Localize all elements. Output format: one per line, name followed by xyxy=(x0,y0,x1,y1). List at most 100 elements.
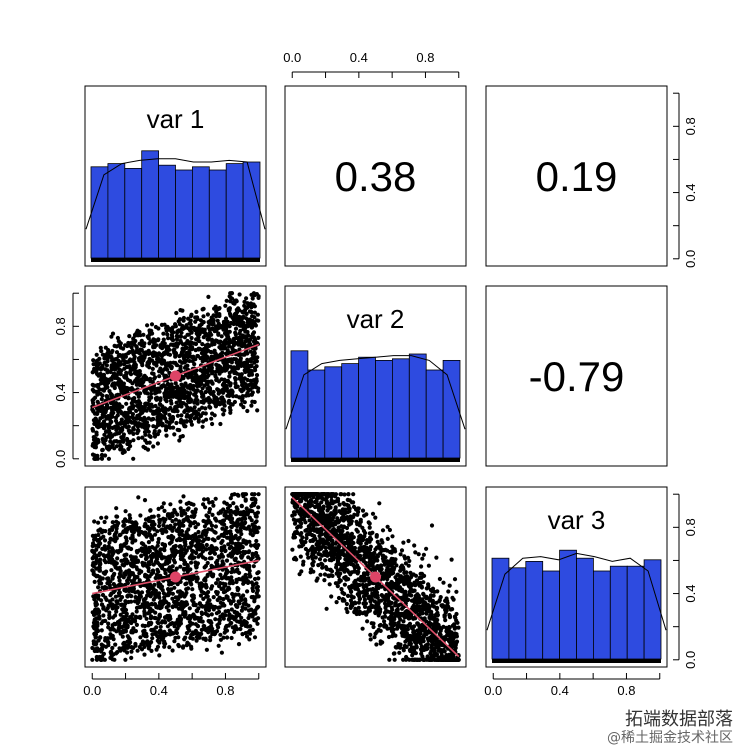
scatter-point xyxy=(165,367,170,372)
scatter-point xyxy=(226,608,231,614)
scatter-point xyxy=(224,594,229,599)
scatter-point xyxy=(94,602,99,607)
scatter-point xyxy=(243,579,248,585)
scatter-point xyxy=(98,422,104,427)
scatter-point xyxy=(142,341,147,346)
scatter-point xyxy=(181,348,186,354)
scatter-point xyxy=(246,333,251,338)
scatter-point xyxy=(127,586,132,591)
scatter-point xyxy=(237,550,242,555)
scatter-point xyxy=(175,550,180,555)
scatter-point xyxy=(132,371,137,376)
scatter-point xyxy=(199,631,204,637)
scatter-point xyxy=(176,623,182,628)
scatter-point xyxy=(194,309,199,314)
scatter-point xyxy=(214,328,219,333)
scatter-point xyxy=(174,337,179,342)
scatter-point xyxy=(243,498,248,503)
scatter-point xyxy=(142,628,147,633)
scatter-point xyxy=(153,546,158,551)
scatter-point xyxy=(153,532,158,537)
scatter-point xyxy=(162,508,167,513)
scatter-point xyxy=(227,581,232,586)
scatter-point xyxy=(115,392,120,397)
scatter-point xyxy=(94,352,99,357)
scatter-point xyxy=(374,629,379,634)
scatter-point xyxy=(252,597,257,602)
scatter-point xyxy=(346,492,351,497)
scatter-point xyxy=(133,614,138,619)
scatter-point xyxy=(236,336,241,341)
scatter-point xyxy=(117,344,122,349)
scatter-point xyxy=(236,510,241,515)
scatter-point xyxy=(198,593,203,598)
histogram-bar-2-5 xyxy=(358,356,376,459)
scatter-point xyxy=(98,372,103,377)
scatter-point xyxy=(182,594,187,599)
scatter-point xyxy=(236,592,241,597)
scatter-point xyxy=(163,517,168,522)
scatter-point xyxy=(232,301,237,306)
scatter-point xyxy=(238,352,243,357)
scatter-point xyxy=(193,389,198,394)
scatter-point xyxy=(244,634,250,639)
scatter-point xyxy=(144,574,149,579)
scatter-point xyxy=(113,642,118,647)
scatter-point xyxy=(253,497,258,502)
scatter-point xyxy=(150,636,155,641)
scatter-point xyxy=(213,617,218,622)
scatter-point xyxy=(139,541,144,546)
scatter-point xyxy=(154,647,159,652)
scatter-point xyxy=(115,439,120,444)
scatter-point xyxy=(161,591,166,596)
scatter-point xyxy=(318,572,323,577)
scatter-point xyxy=(172,407,177,412)
scatter-point xyxy=(147,562,152,567)
scatter-panel-1 xyxy=(90,291,261,461)
scatter-point xyxy=(101,619,106,624)
scatter-point xyxy=(200,531,205,537)
scatter-point xyxy=(126,446,131,452)
scatter-point xyxy=(108,445,113,450)
scatter-point xyxy=(239,608,244,613)
scatter-point xyxy=(237,347,242,352)
scatter-point xyxy=(129,341,134,346)
scatter-point xyxy=(113,536,118,541)
scatter-point xyxy=(111,410,116,415)
scatter-point xyxy=(239,372,244,377)
scatter-point xyxy=(231,551,236,556)
scatter-panel-3 xyxy=(290,492,461,662)
scatter-point xyxy=(199,322,204,327)
scatter-point xyxy=(150,568,156,573)
scatter-point xyxy=(198,356,203,361)
scatter-point xyxy=(235,364,240,369)
scatter-point xyxy=(138,635,143,640)
scatter-point xyxy=(132,618,137,623)
scatter-point xyxy=(238,358,243,363)
panel-frame-r1-c3 xyxy=(485,85,668,267)
scatter-point xyxy=(171,525,176,530)
scatter-point xyxy=(241,405,246,410)
scatter-point xyxy=(253,618,259,623)
scatter-point xyxy=(164,351,170,356)
scatter-point xyxy=(108,439,113,444)
scatter-point xyxy=(197,635,202,640)
scatter-point xyxy=(167,565,172,570)
scatter-point xyxy=(120,562,125,567)
correlation-label-3: -0.79 xyxy=(529,353,625,400)
scatter-point xyxy=(167,412,172,417)
scatter-point xyxy=(189,325,194,330)
scatter-point xyxy=(211,317,216,322)
scatter-point xyxy=(114,629,119,634)
scatter-point xyxy=(216,332,221,337)
scatter-point xyxy=(239,378,244,383)
scatter-point xyxy=(110,645,115,651)
scatter-point xyxy=(155,529,160,534)
scatter-point xyxy=(162,548,167,553)
scatter-point xyxy=(131,438,136,443)
scatter-point xyxy=(157,374,162,379)
scatter-point xyxy=(209,612,214,617)
scatter-point xyxy=(160,340,165,345)
scatter-point xyxy=(114,350,120,355)
scatter-point xyxy=(235,319,240,324)
